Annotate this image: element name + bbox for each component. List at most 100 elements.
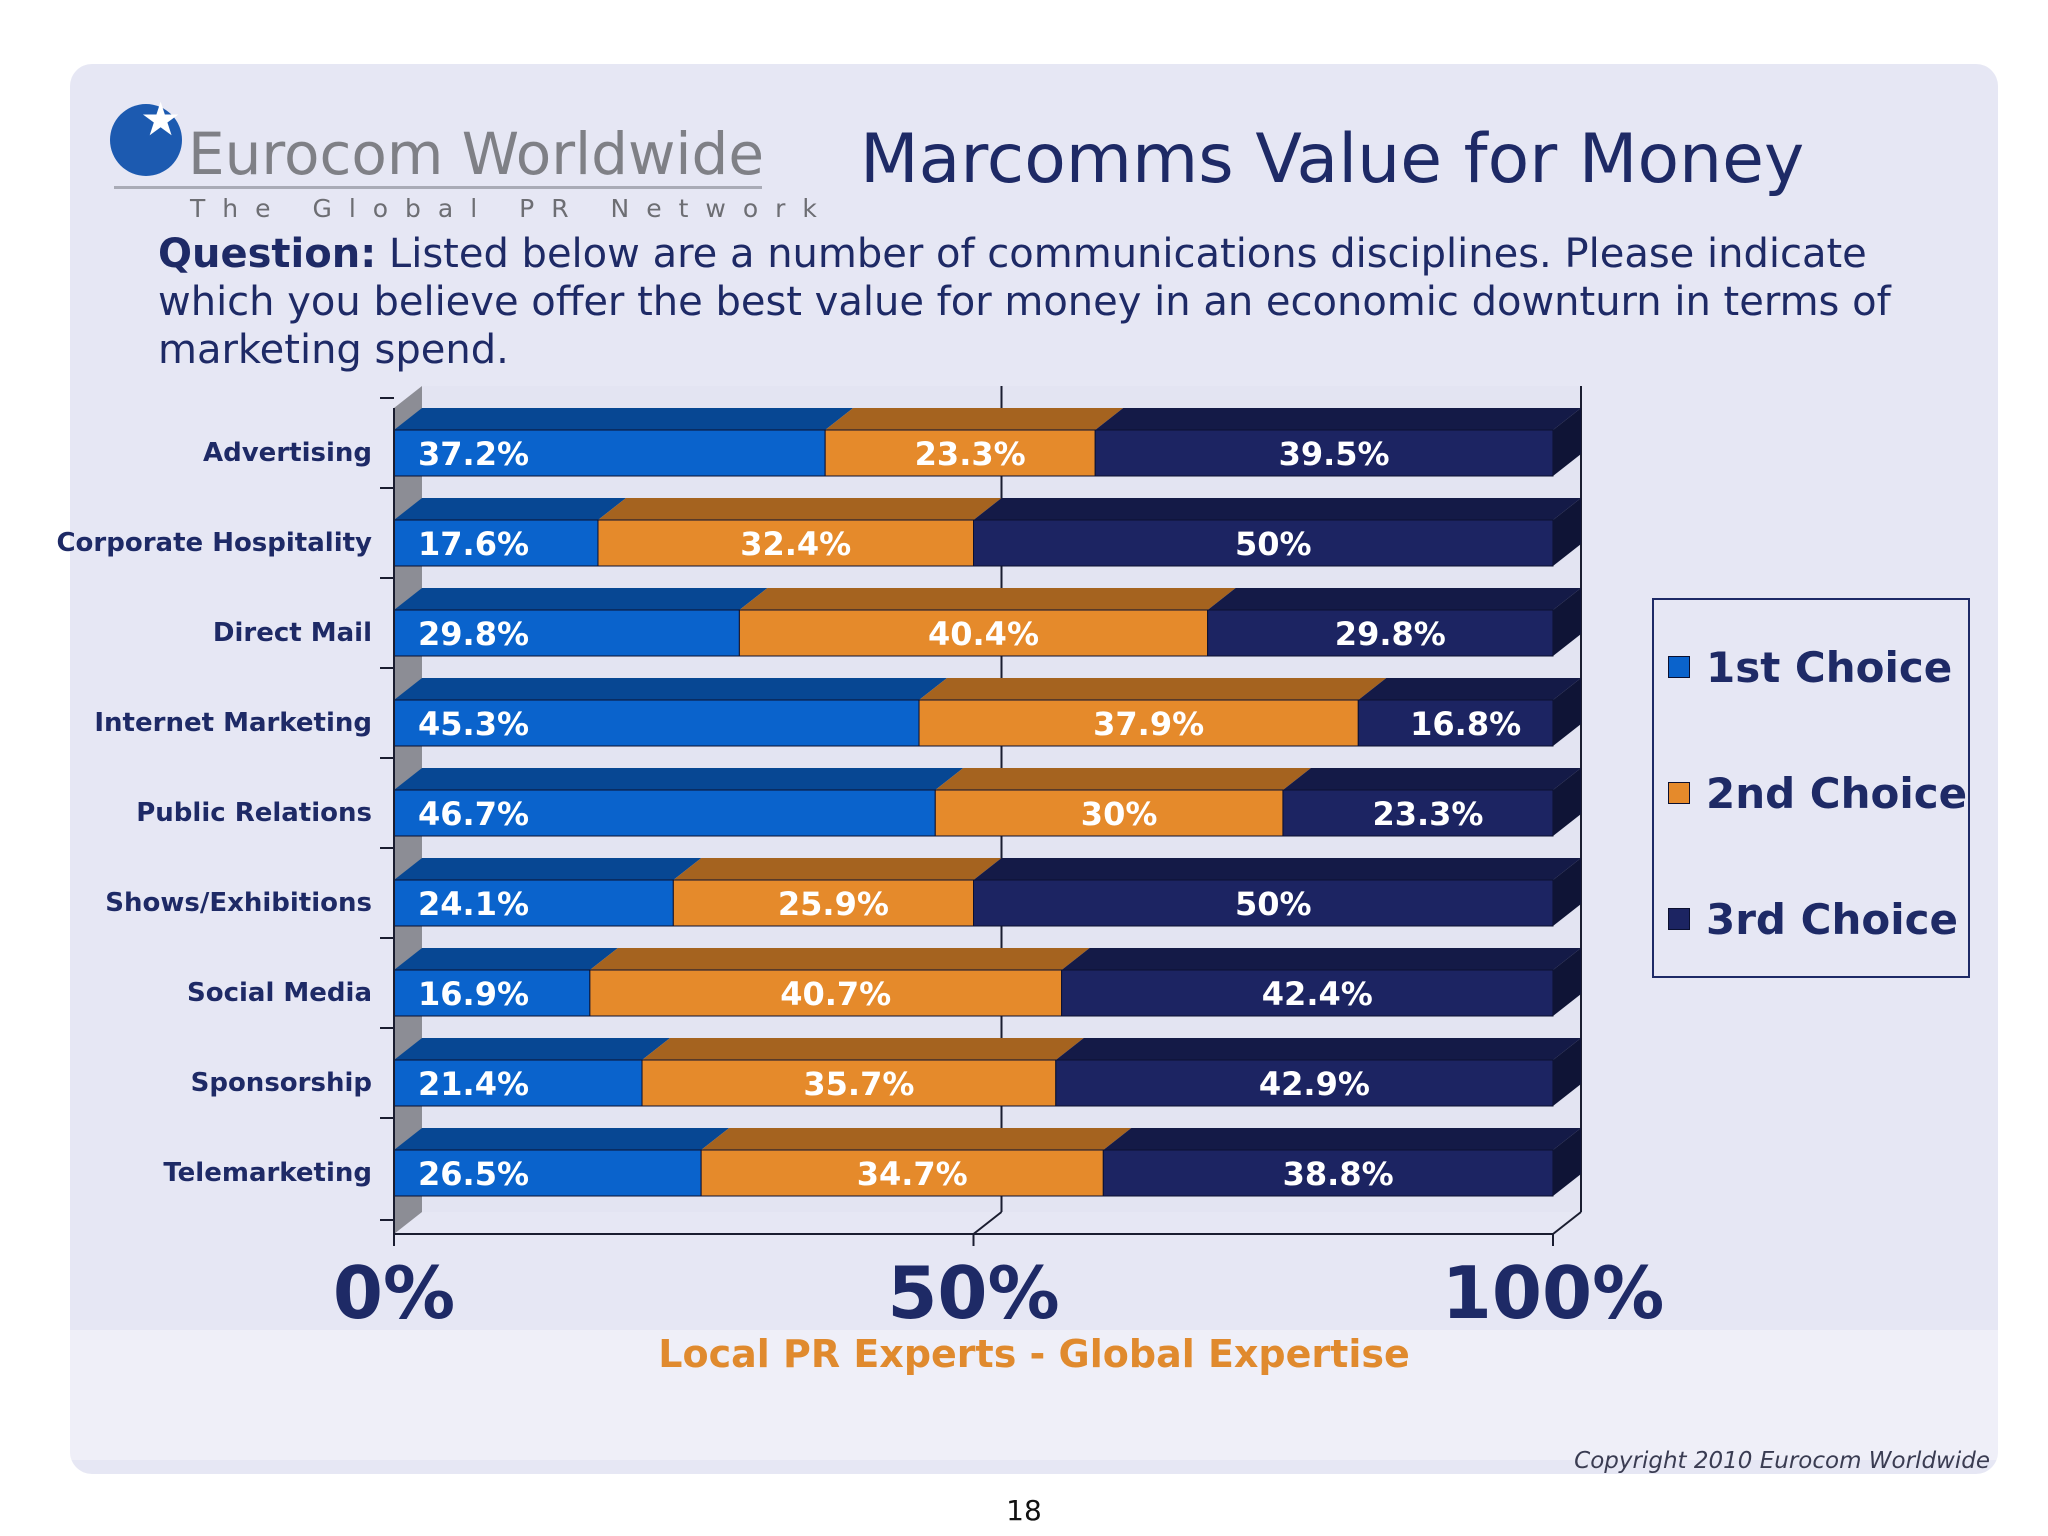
bar-0-8	[393, 1149, 702, 1197]
data-label-2-1: 50%	[1235, 525, 1312, 563]
category-label-2: Direct Mail	[213, 618, 372, 648]
bar-1-3	[918, 699, 1359, 747]
bar-end-6	[1553, 948, 1581, 1016]
floor-line-100	[1552, 1211, 1582, 1235]
data-label-1-0: 23.3%	[915, 435, 1026, 473]
bar-top-1-1	[597, 498, 1002, 520]
bar-top-1-0	[825, 408, 1124, 430]
slogan: Local PR Experts - Global Expertise	[658, 1332, 1410, 1376]
bar-top-2-6	[1061, 948, 1581, 970]
question-body: Listed below are a number of communicati…	[158, 231, 1891, 373]
bar-top-2-8	[1103, 1128, 1581, 1150]
category-label-4: Public Relations	[136, 798, 372, 828]
legend-item-2nd-choice: 2nd Choice	[1668, 768, 1967, 818]
data-label-0-6: 16.9%	[418, 975, 529, 1013]
bar-top-2-0	[1095, 408, 1581, 430]
bar-0-7	[393, 1059, 643, 1107]
data-label-2-0: 39.5%	[1279, 435, 1390, 473]
data-label-0-8: 26.5%	[418, 1155, 529, 1193]
chart-legend: 1st Choice 2nd Choice 3rd Choice	[1652, 598, 1970, 978]
bar-end-3	[1553, 678, 1581, 746]
data-label-2-6: 42.4%	[1262, 975, 1373, 1013]
bar-2-7	[1055, 1059, 1554, 1107]
copyright-notice: Copyright 2010 Eurocom Worldwide	[1574, 1448, 1990, 1474]
logo-wordmark: Eurocom Worldwide	[188, 120, 765, 188]
bar-top-1-4	[935, 768, 1311, 790]
bar-top-0-4	[394, 768, 964, 790]
bar-0-4	[393, 789, 936, 837]
category-label-3: Internet Marketing	[94, 708, 372, 738]
bar-2-1	[973, 519, 1554, 567]
category-label-5: Shows/Exhibitions	[105, 888, 372, 918]
bar-2-0	[1094, 429, 1554, 477]
bar-2-6	[1061, 969, 1554, 1017]
bar-top-1-2	[739, 588, 1236, 610]
data-label-1-8: 34.7%	[857, 1155, 968, 1193]
data-label-2-3: 16.8%	[1410, 705, 1521, 743]
data-label-1-1: 32.4%	[740, 525, 851, 563]
bar-top-0-5	[394, 858, 702, 880]
bar-end-4	[1553, 768, 1581, 836]
bar-0-1	[393, 519, 599, 567]
bar-top-1-3	[919, 678, 1387, 700]
bar-top-1-8	[701, 1128, 1132, 1150]
data-label-0-7: 21.4%	[418, 1065, 529, 1103]
bar-top-0-3	[394, 678, 948, 700]
legend-item-3rd-choice: 3rd Choice	[1668, 894, 1958, 944]
bar-top-0-0	[394, 408, 854, 430]
bar-top-2-4	[1282, 768, 1581, 790]
data-label-2-8: 38.8%	[1283, 1155, 1394, 1193]
bar-2-8	[1102, 1149, 1554, 1197]
logo-star-icon: ★	[140, 92, 182, 146]
legend-label-1st-choice: 1st Choice	[1706, 642, 1953, 692]
data-label-1-6: 40.7%	[780, 975, 891, 1013]
data-label-2-5: 50%	[1235, 885, 1312, 923]
page-number: 18	[1006, 1494, 1042, 1527]
bar-0-6	[393, 969, 591, 1017]
bar-1-8	[700, 1149, 1104, 1197]
logo-rule	[114, 186, 762, 189]
x-tick-label-2: 100%	[1442, 1251, 1664, 1335]
bar-0-5	[393, 879, 674, 927]
bar-end-8	[1553, 1128, 1581, 1196]
data-label-0-5: 24.1%	[418, 885, 529, 923]
bar-2-2	[1207, 609, 1554, 657]
data-label-1-2: 40.4%	[928, 615, 1039, 653]
bar-top-0-8	[394, 1128, 730, 1150]
bar-top-1-6	[589, 948, 1090, 970]
category-label-1: Corporate Hospitality	[56, 528, 372, 558]
bar-top-0-7	[394, 1038, 671, 1060]
bar-1-0	[824, 429, 1096, 477]
category-label-8: Telemarketing	[163, 1158, 372, 1188]
logo-tagline: The Global PR Network	[190, 194, 834, 223]
legend-label-2nd-choice: 2nd Choice	[1706, 768, 1968, 818]
x-tick-label-0: 0%	[333, 1251, 455, 1335]
legend-swatch-2nd-choice	[1668, 782, 1690, 804]
bar-1-5	[672, 879, 974, 927]
bar-top-0-6	[394, 948, 618, 970]
bar-top-0-2	[394, 588, 768, 610]
bar-top-2-5	[973, 858, 1581, 880]
logo-globe-icon	[110, 104, 182, 176]
data-label-1-3: 37.9%	[1093, 705, 1204, 743]
data-label-0-1: 17.6%	[418, 525, 529, 563]
bar-end-2	[1553, 588, 1581, 656]
legend-swatch-1st-choice	[1668, 656, 1690, 678]
data-label-0-0: 37.2%	[418, 435, 529, 473]
data-label-2-4: 23.3%	[1372, 795, 1483, 833]
legend-label-3rd-choice: 3rd Choice	[1706, 894, 1958, 944]
question-text: Question: Listed below are a number of c…	[158, 230, 1958, 374]
bar-end-0	[1553, 408, 1581, 476]
category-label-6: Social Media	[187, 978, 372, 1008]
legend-swatch-3rd-choice	[1668, 908, 1690, 930]
x-tick-label-1: 50%	[887, 1251, 1059, 1335]
category-label-0: Advertising	[203, 438, 372, 468]
bar-end-5	[1553, 858, 1581, 926]
bar-top-1-7	[642, 1038, 1084, 1060]
question-label: Question:	[158, 231, 377, 277]
data-label-1-4: 30%	[1081, 795, 1158, 833]
legend-item-1st-choice: 1st Choice	[1668, 642, 1952, 692]
category-label-7: Sponsorship	[191, 1068, 372, 1098]
footer-band	[70, 1330, 1998, 1460]
